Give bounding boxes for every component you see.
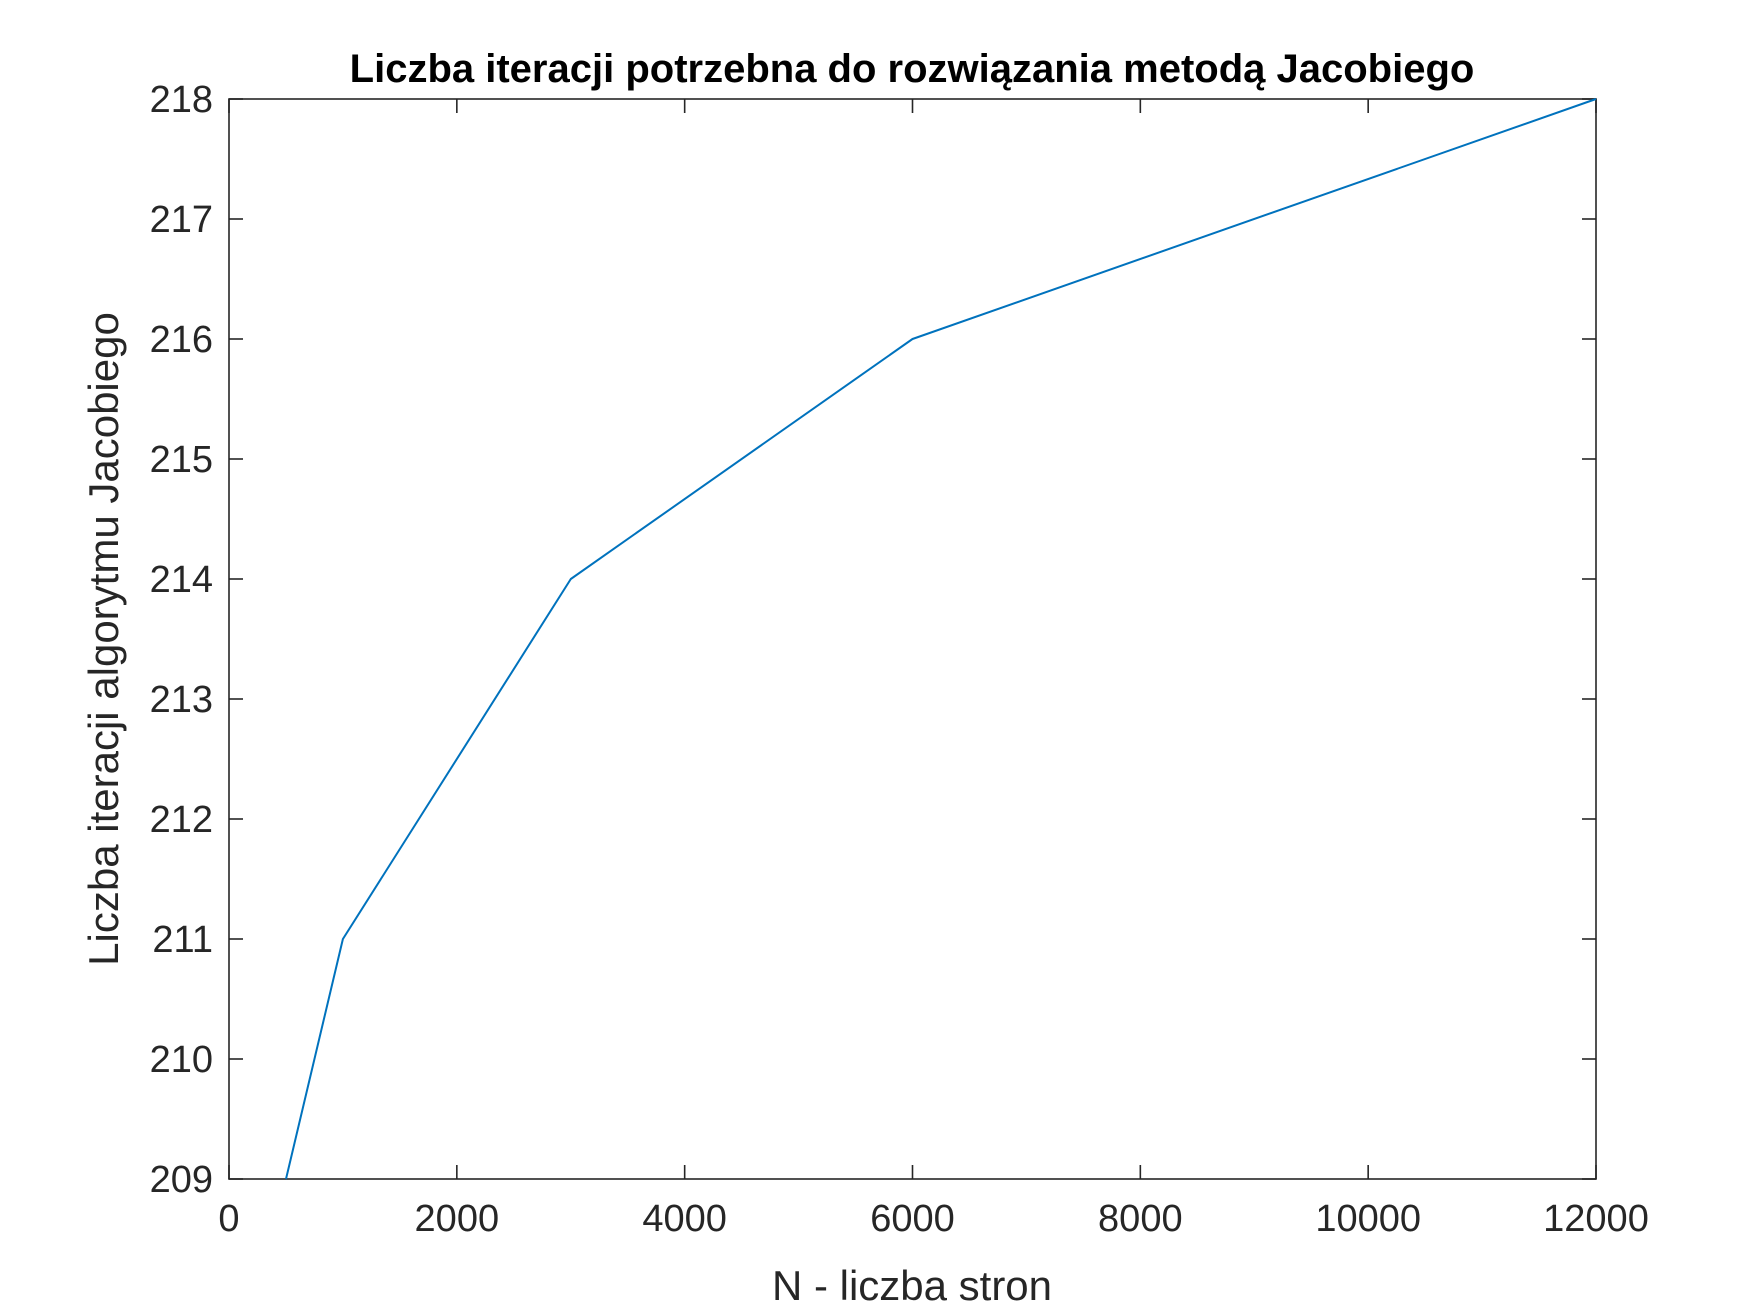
series-layer — [285, 98, 1597, 1180]
y-tick-label-9: 218 — [150, 79, 213, 121]
y-tick-label-6: 215 — [150, 439, 213, 481]
y-tick-label-5: 214 — [150, 559, 213, 601]
axis-ticks — [228, 98, 1597, 1180]
x-tick-label-0: 0 — [218, 1198, 239, 1240]
x-tick-label-5: 10000 — [1315, 1198, 1421, 1240]
y-tick-label-4: 213 — [150, 679, 213, 721]
chart-title: Liczba iteracji potrzebna do rozwiązania… — [350, 47, 1475, 91]
series-line-0 — [285, 98, 1597, 1180]
x-tick-label-2: 4000 — [642, 1198, 727, 1240]
y-tick-label-8: 217 — [150, 199, 213, 241]
tick-labels: 0 2000 4000 6000 8000 10000 12000 209 210 211 212 2… — [150, 79, 1649, 1240]
x-tick-label-6: 12000 — [1543, 1198, 1649, 1240]
y-tick-label-3: 212 — [150, 799, 213, 841]
y-tick-label-1: 210 — [150, 1039, 213, 1081]
plot-area — [228, 98, 1597, 1180]
x-tick-label-1: 2000 — [415, 1198, 500, 1240]
y-tick-label-2: 211 — [152, 919, 213, 961]
x-tick-label-3: 6000 — [870, 1198, 955, 1240]
x-tick-label-4: 8000 — [1098, 1198, 1183, 1240]
x-axis-label: N - liczba stron — [772, 1262, 1052, 1309]
y-tick-label-7: 216 — [150, 319, 213, 361]
y-tick-label-0: 209 — [150, 1159, 213, 1201]
y-axis-label: Liczba iteracji algorytmu Jacobiego — [80, 312, 127, 966]
